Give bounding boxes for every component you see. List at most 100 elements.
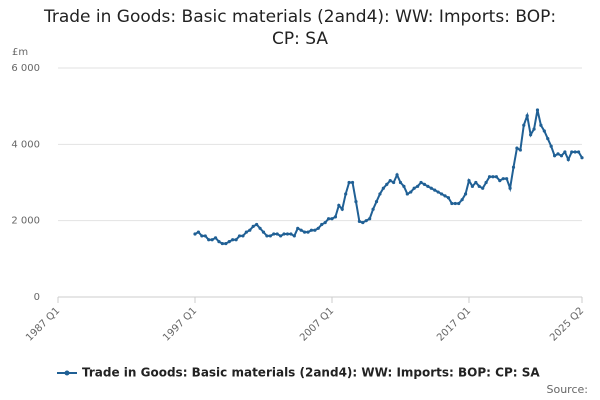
point <box>224 241 228 246</box>
point <box>563 150 567 154</box>
point <box>279 234 283 238</box>
point <box>381 186 385 190</box>
point <box>241 234 245 238</box>
y-tick-label: 0 <box>34 292 40 303</box>
point <box>337 203 341 207</box>
series-line <box>194 109 583 245</box>
point <box>374 199 379 204</box>
y-tick-label: 4 000 <box>11 139 40 150</box>
point <box>255 222 259 227</box>
point <box>364 219 368 223</box>
point <box>361 220 365 225</box>
point <box>261 230 266 234</box>
point <box>395 173 399 177</box>
y-tick-label: 2 000 <box>11 216 40 227</box>
point <box>207 238 211 242</box>
point <box>556 152 560 156</box>
point <box>439 192 444 196</box>
point <box>357 219 361 224</box>
legend-label: Trade in Goods: Basic materials (2and4):… <box>82 366 540 380</box>
point <box>549 144 553 148</box>
point <box>511 165 516 169</box>
point <box>248 228 252 232</box>
point <box>251 224 255 228</box>
x-tick-label: 2025 Q2 <box>548 305 586 343</box>
point <box>426 184 430 188</box>
point <box>405 192 409 196</box>
point <box>498 178 502 183</box>
point <box>501 177 505 181</box>
point <box>515 146 519 150</box>
point <box>460 198 464 202</box>
point <box>275 232 279 236</box>
point <box>302 230 307 234</box>
point <box>412 186 416 190</box>
y-tick-label: 6 000 <box>11 63 40 74</box>
y-unit: £m <box>12 47 28 58</box>
x-tick-label: 2007 Q1 <box>298 305 336 343</box>
point <box>320 222 324 227</box>
point <box>347 180 351 185</box>
source: Source: <box>547 383 589 396</box>
point <box>265 234 269 238</box>
point <box>200 234 204 238</box>
point <box>409 190 413 194</box>
point <box>525 114 529 118</box>
point <box>532 127 536 131</box>
point <box>559 154 564 158</box>
point <box>450 201 454 206</box>
point <box>505 177 509 181</box>
x-tick-label: 2017 Q1 <box>435 305 473 343</box>
point <box>576 150 581 154</box>
point <box>213 236 218 240</box>
point <box>289 232 293 236</box>
point <box>344 192 348 196</box>
point <box>484 180 488 185</box>
point <box>203 234 207 238</box>
point <box>368 217 372 221</box>
point <box>285 232 290 236</box>
point <box>323 220 327 225</box>
point <box>474 180 478 185</box>
point <box>491 175 495 179</box>
point <box>354 199 358 204</box>
point <box>326 217 331 221</box>
point <box>258 226 262 230</box>
x-tick-label: 1987 Q1 <box>24 305 62 343</box>
point <box>453 201 457 206</box>
point <box>518 148 522 152</box>
point <box>539 123 543 127</box>
point <box>436 190 440 194</box>
point <box>494 175 498 179</box>
point <box>542 129 546 133</box>
point <box>402 184 406 188</box>
point <box>487 175 492 179</box>
point <box>350 180 355 185</box>
point <box>580 156 584 160</box>
point <box>309 228 314 232</box>
point <box>535 108 540 112</box>
point <box>299 228 303 232</box>
point <box>416 184 420 188</box>
point <box>282 232 286 236</box>
point <box>573 150 577 154</box>
point <box>522 123 526 127</box>
point <box>392 180 396 185</box>
point <box>272 232 276 236</box>
point <box>388 178 392 183</box>
point <box>566 158 570 162</box>
point <box>385 182 389 187</box>
point <box>196 230 201 234</box>
point <box>477 184 481 188</box>
point <box>443 194 447 198</box>
point <box>330 217 334 221</box>
point <box>316 226 320 230</box>
point <box>296 226 300 230</box>
point <box>340 207 344 211</box>
point <box>378 192 382 196</box>
point <box>463 192 468 196</box>
point <box>553 154 557 158</box>
point <box>481 186 485 190</box>
